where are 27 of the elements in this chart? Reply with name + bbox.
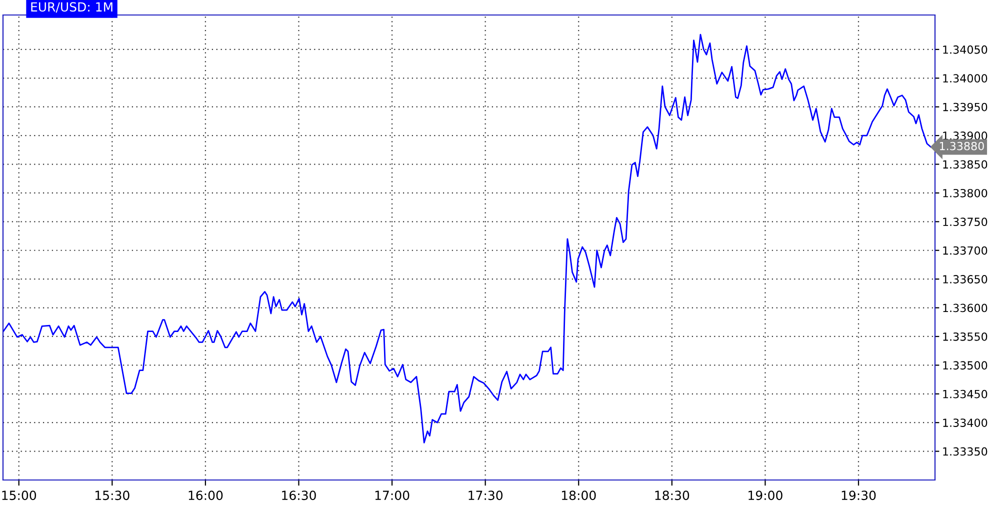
- text: 1.33880: [940, 142, 984, 150]
- y-tick-label: 1.33600: [943, 304, 988, 312]
- y-tick-label: 1.34000: [943, 74, 988, 83]
- y-tick-label: 1.33550: [943, 332, 988, 341]
- y-tick-label: 1.33850: [943, 160, 988, 169]
- y-tick-label: 1.33650: [943, 275, 988, 284]
- line-series: [3, 34, 932, 444]
- x-tick-label: 15:00: [2, 490, 36, 500]
- x-tick-label: 17:30: [468, 490, 503, 500]
- x-tick-label: 15:30: [96, 490, 130, 500]
- y-tick-label: 1.33800: [943, 188, 988, 198]
- x-tick-label: 18:00: [562, 490, 596, 500]
- y-tick-label: 1.34050: [943, 45, 988, 54]
- y-tick-label: 1.33950: [943, 102, 988, 112]
- x-tick-label: 18:30: [655, 490, 690, 500]
- y-tick-label: 1.33350: [943, 447, 988, 456]
- y-tick-label: 1.33700: [943, 246, 988, 255]
- y-tick-label: 1.33400: [943, 418, 988, 427]
- y-tick-label: 1.33450: [943, 390, 988, 398]
- x-tick-label: 19:00: [748, 490, 782, 500]
- y-tick-label: 1.33750: [943, 218, 988, 226]
- y-tick-label: 1.33500: [943, 361, 988, 370]
- x-tick-label: 17:00: [375, 490, 410, 500]
- chart-title: EUR/USD: 1M: [31, 2, 112, 13]
- x-tick-label: 16:00: [188, 490, 223, 500]
- x-tick-label: 16:30: [282, 490, 316, 500]
- x-tick-label: 19:30: [842, 490, 876, 500]
